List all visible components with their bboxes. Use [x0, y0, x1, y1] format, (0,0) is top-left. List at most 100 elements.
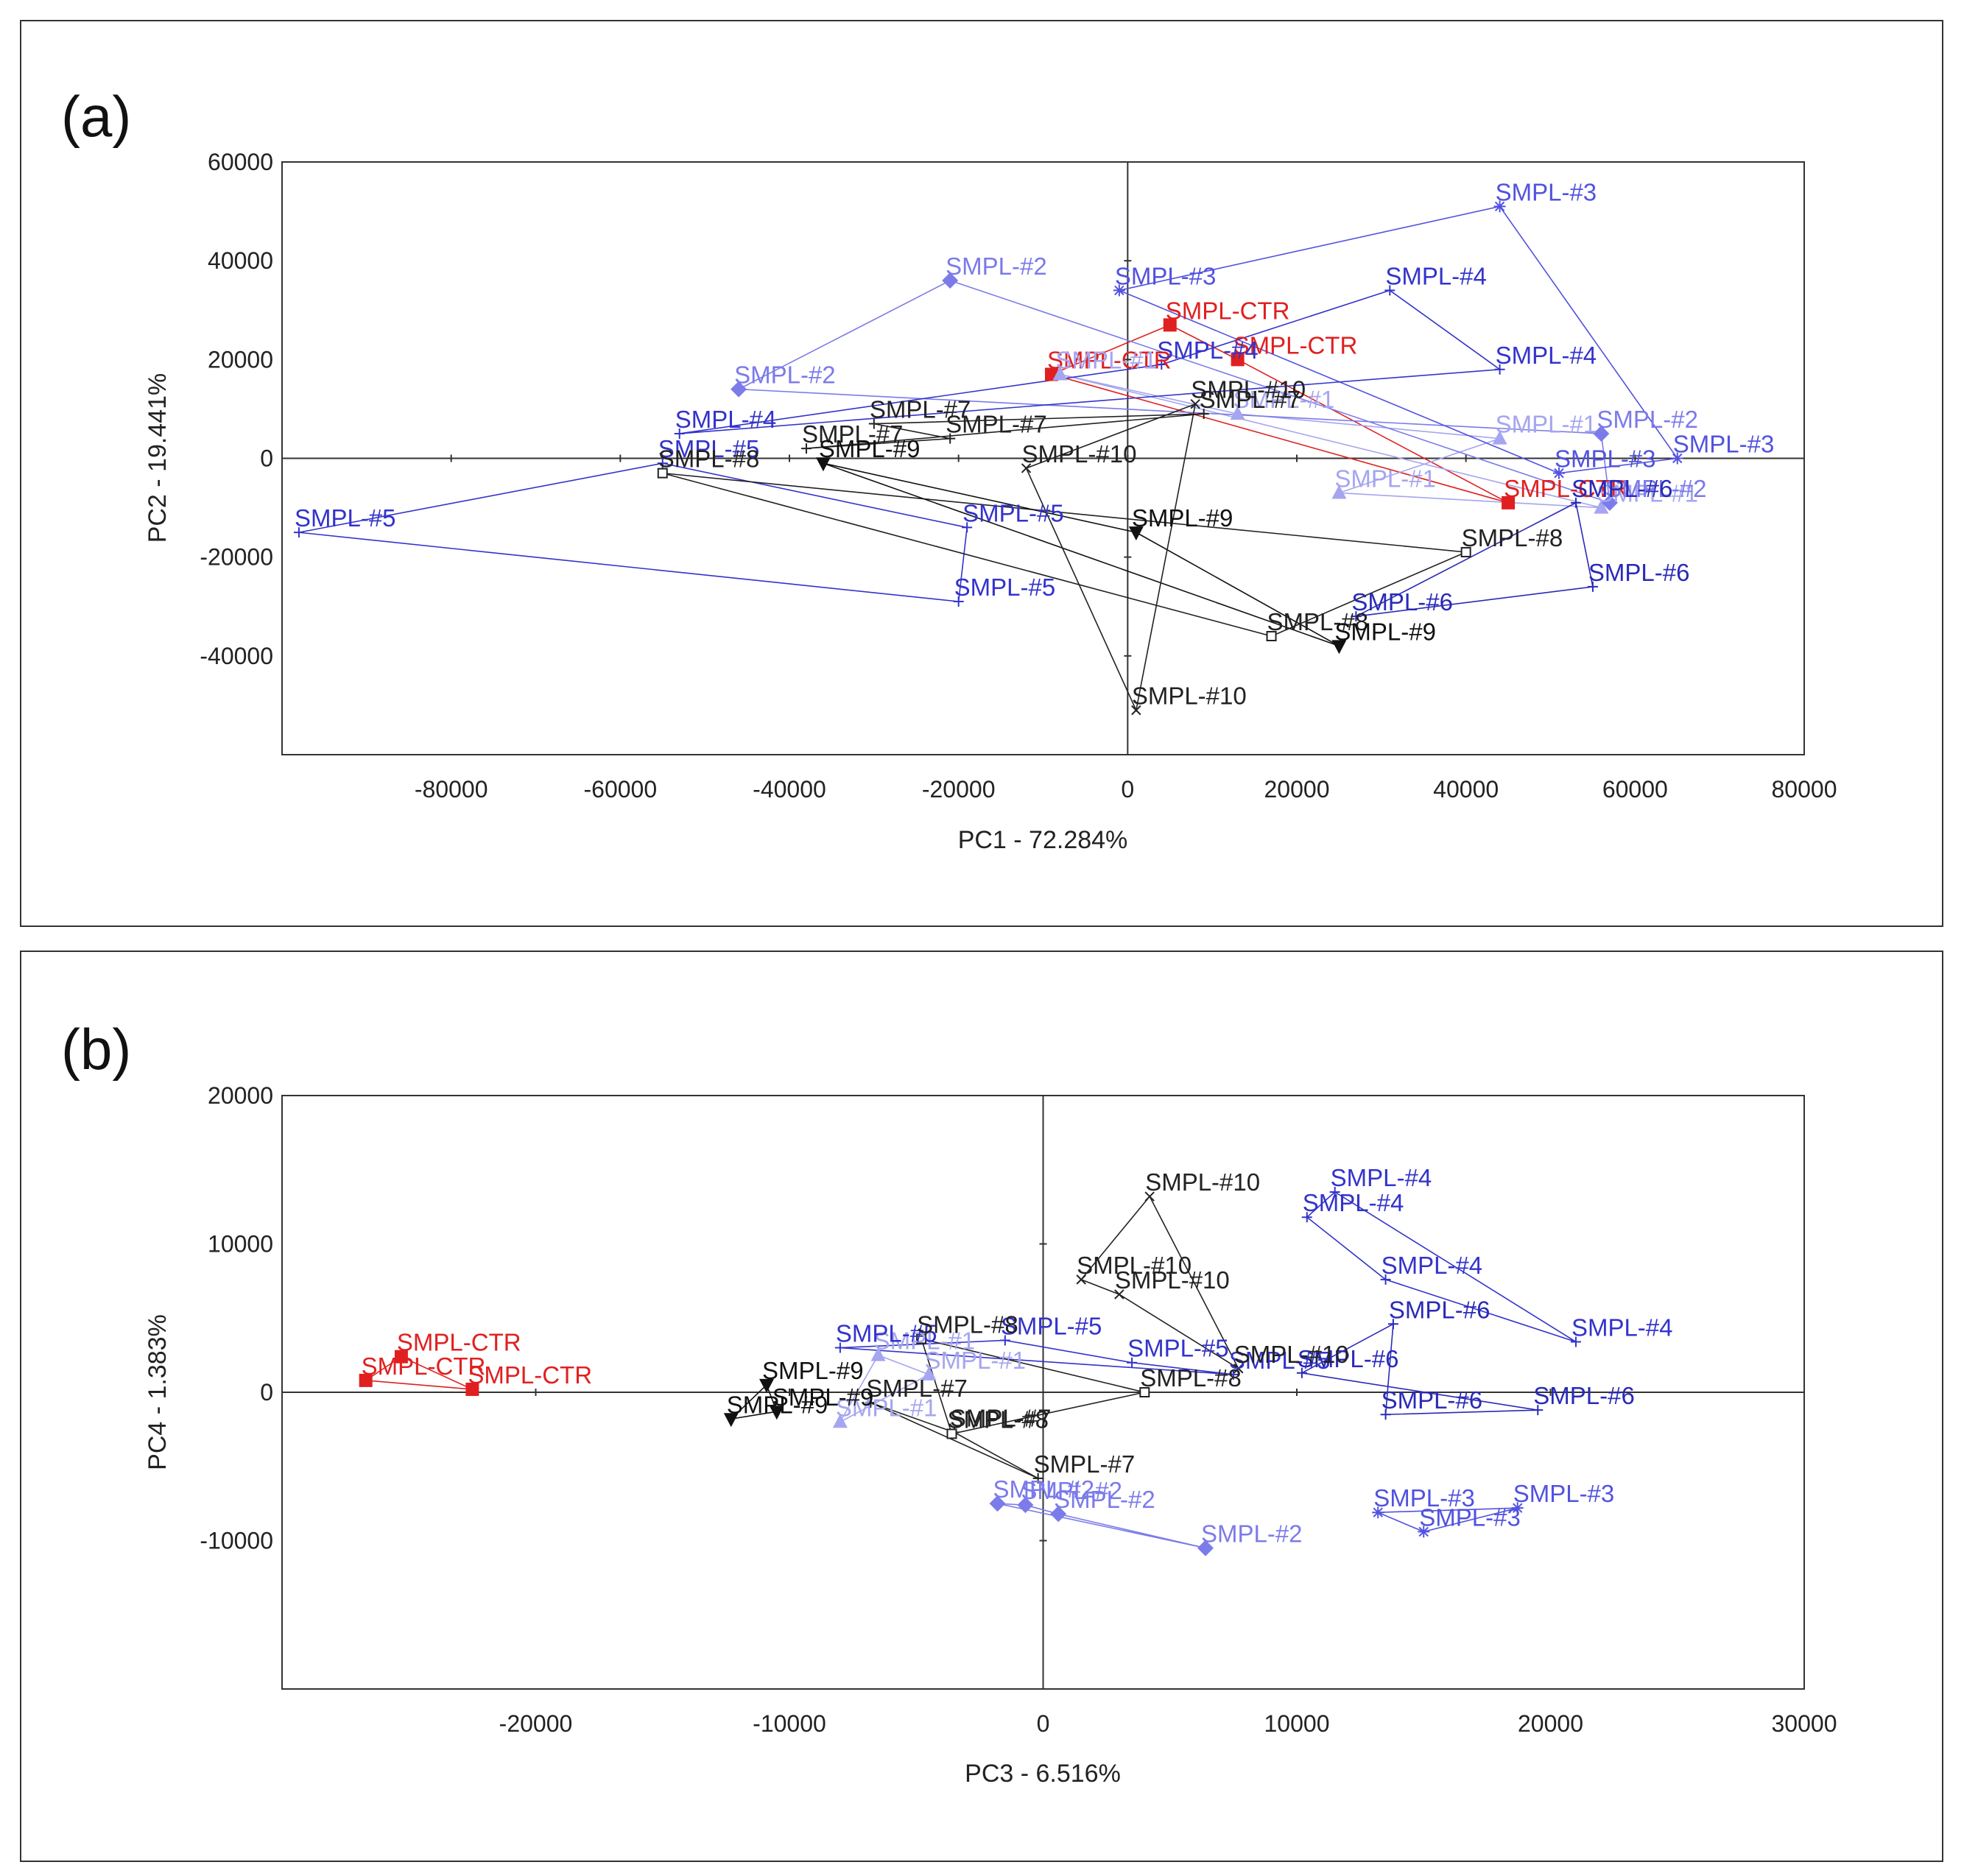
point-label-smpl-2: SMPL-#2 [734, 362, 836, 389]
point-label-smpl-4: SMPL-#4 [1382, 1252, 1483, 1279]
point-marker-smpl-9 [815, 457, 831, 472]
point-label-smpl-ctr: SMPL-CTR [1166, 297, 1290, 324]
point-label-smpl-1: SMPL-#1 [1233, 386, 1335, 413]
point-marker-smpl-9 [769, 1406, 784, 1420]
point-label-smpl-4: SMPL-#4 [1331, 1164, 1432, 1191]
point-label-smpl-3: SMPL-#3 [1496, 178, 1597, 205]
point-marker-smpl-1 [1052, 366, 1068, 381]
point-label-smpl-2: SMPL-#2 [1201, 1520, 1303, 1548]
panel-a-label: (a) [61, 84, 131, 149]
series-line-smpl-8 [662, 472, 1468, 637]
point-label-smpl-3: SMPL-#3 [1673, 431, 1775, 458]
point-label-smpl-7: SMPL-#7 [866, 1375, 968, 1402]
point-label-smpl-9: SMPL-#9 [1132, 504, 1233, 532]
y-tick-label: 40000 [208, 247, 273, 274]
point-marker-smpl-1 [921, 1366, 937, 1380]
point-label-smpl-4: SMPL-#4 [675, 406, 777, 433]
point-marker-smpl-8 [1139, 1387, 1150, 1397]
point-label-smpl-10: SMPL-#10 [1115, 1266, 1230, 1294]
point-label-smpl-8: SMPL-#8 [1462, 524, 1563, 551]
point-label-smpl-7: SMPL-#7 [802, 420, 904, 448]
y-tick-label: -40000 [200, 643, 273, 669]
point-marker-smpl-ctr [359, 1373, 373, 1387]
y-tick-label: 20000 [208, 346, 273, 373]
x-tick-label: -80000 [415, 776, 488, 803]
point-marker-smpl-3 [1372, 1506, 1384, 1519]
series-line-smpl-6 [1356, 501, 1594, 617]
point-label-smpl-5: SMPL-#5 [658, 435, 760, 462]
point-marker-smpl-ctr [465, 1382, 479, 1396]
point-label-smpl-ctr: SMPL-CTR [468, 1361, 592, 1389]
point-label-smpl-7: SMPL-#7 [870, 396, 971, 423]
point-label-smpl-7: SMPL-#7 [950, 1404, 1052, 1431]
point-marker-smpl-6 [1532, 1405, 1544, 1416]
point-label-smpl-5: SMPL-#5 [1229, 1347, 1331, 1374]
point-marker-smpl-4 [1156, 359, 1167, 370]
point-marker-smpl-1 [870, 1347, 886, 1361]
point-label-smpl-7: SMPL-#7 [1034, 1450, 1136, 1478]
y-tick-label: -20000 [200, 544, 273, 571]
panel-b: (b) -20000 -10000 0 10000 20000 30000 20000 100… [20, 951, 1943, 1862]
point-label-smpl-2: SMPL-#2 [993, 1475, 1094, 1503]
point-marker-smpl-2 [1601, 494, 1618, 511]
point-label-smpl-8: SMPL-#8 [658, 445, 760, 473]
point-label-smpl-10: SMPL-#10 [1022, 440, 1137, 468]
point-marker-smpl-10 [1144, 1191, 1155, 1202]
point-marker-smpl-8 [916, 1333, 927, 1344]
point-marker-smpl-7 [1032, 1473, 1043, 1484]
point-label-smpl-2: SMPL-#2 [1021, 1477, 1122, 1504]
point-marker-smpl-6 [1296, 1367, 1307, 1378]
panel-a-x-axis-title: PC1 - 72.284% [958, 826, 1128, 854]
point-label-smpl-6: SMPL-#6 [1298, 1345, 1399, 1372]
point-marker-smpl-6 [1387, 1319, 1398, 1330]
point-marker-smpl-3 [1671, 452, 1683, 465]
point-marker-smpl-5 [962, 522, 973, 533]
point-marker-smpl-5 [1127, 1357, 1138, 1368]
point-label-smpl-4: SMPL-#4 [1571, 1313, 1673, 1341]
point-label-smpl-5: SMPL-#5 [1001, 1312, 1102, 1339]
point-label-smpl-6: SMPL-#6 [1351, 588, 1453, 616]
y-tick-label: 10000 [208, 1231, 273, 1258]
point-label-smpl-1: SMPL-#1 [1496, 411, 1597, 438]
point-marker-smpl-4 [1494, 364, 1505, 375]
point-marker-smpl-2 [1593, 425, 1610, 442]
point-marker-smpl-1 [1331, 484, 1347, 499]
point-marker-smpl-3 [1493, 200, 1506, 213]
x-tick-label: 10000 [1264, 1710, 1330, 1737]
point-marker-smpl-4 [1384, 285, 1395, 296]
point-label-smpl-10: SMPL-#10 [1191, 376, 1306, 403]
point-marker-smpl-7 [868, 418, 879, 429]
x-tick-label: 20000 [1518, 1710, 1583, 1737]
point-label-smpl-5: SMPL-#5 [1127, 1335, 1229, 1362]
point-label-smpl-ctr: SMPL-CTR [1233, 331, 1358, 359]
point-label-smpl-3: SMPL-#3 [1373, 1484, 1475, 1512]
panel-a-axes: -80000 -60000 -40000 -20000 0 20000 40000 60000… [200, 149, 1837, 803]
point-marker-smpl-8 [1266, 631, 1277, 641]
point-label-smpl-6: SMPL-#6 [1382, 1386, 1483, 1414]
point-label-smpl-1: SMPL-#1 [874, 1327, 976, 1355]
point-marker-smpl-1 [1230, 406, 1245, 420]
y-tick-label: 0 [260, 1379, 273, 1406]
point-marker-smpl-2 [942, 272, 959, 289]
point-label-smpl-9: SMPL-#9 [819, 435, 921, 462]
point-label-smpl-1: SMPL-#1 [924, 1347, 1026, 1374]
point-label-smpl-3: SMPL-#3 [1115, 262, 1217, 289]
series-line-smpl-10 [1025, 403, 1197, 713]
point-label-smpl-3: SMPL-#3 [1419, 1503, 1521, 1531]
point-label-smpl-5: SMPL-#5 [836, 1320, 937, 1347]
point-label-smpl-6: SMPL-#6 [1389, 1296, 1490, 1323]
point-marker-smpl-2 [1050, 1506, 1067, 1523]
point-label-smpl-8: SMPL-#8 [1267, 608, 1369, 635]
point-label-smpl-5: SMPL-#5 [295, 504, 396, 532]
point-label-smpl-8: SMPL-#8 [947, 1406, 1049, 1433]
point-label-smpl-ctr: SMPL-CTR [362, 1353, 486, 1380]
point-marker-smpl-2 [1197, 1540, 1214, 1556]
series-line-smpl-ctr [364, 1355, 473, 1390]
point-marker-smpl-10 [1190, 399, 1200, 409]
point-marker-smpl-7 [1198, 409, 1209, 420]
series-line-smpl-3 [1377, 1507, 1518, 1533]
point-label-smpl-3: SMPL-#3 [1513, 1480, 1615, 1507]
point-label-smpl-ctr: SMPL-CTR [1047, 346, 1172, 373]
x-tick-label: 40000 [1433, 776, 1499, 803]
